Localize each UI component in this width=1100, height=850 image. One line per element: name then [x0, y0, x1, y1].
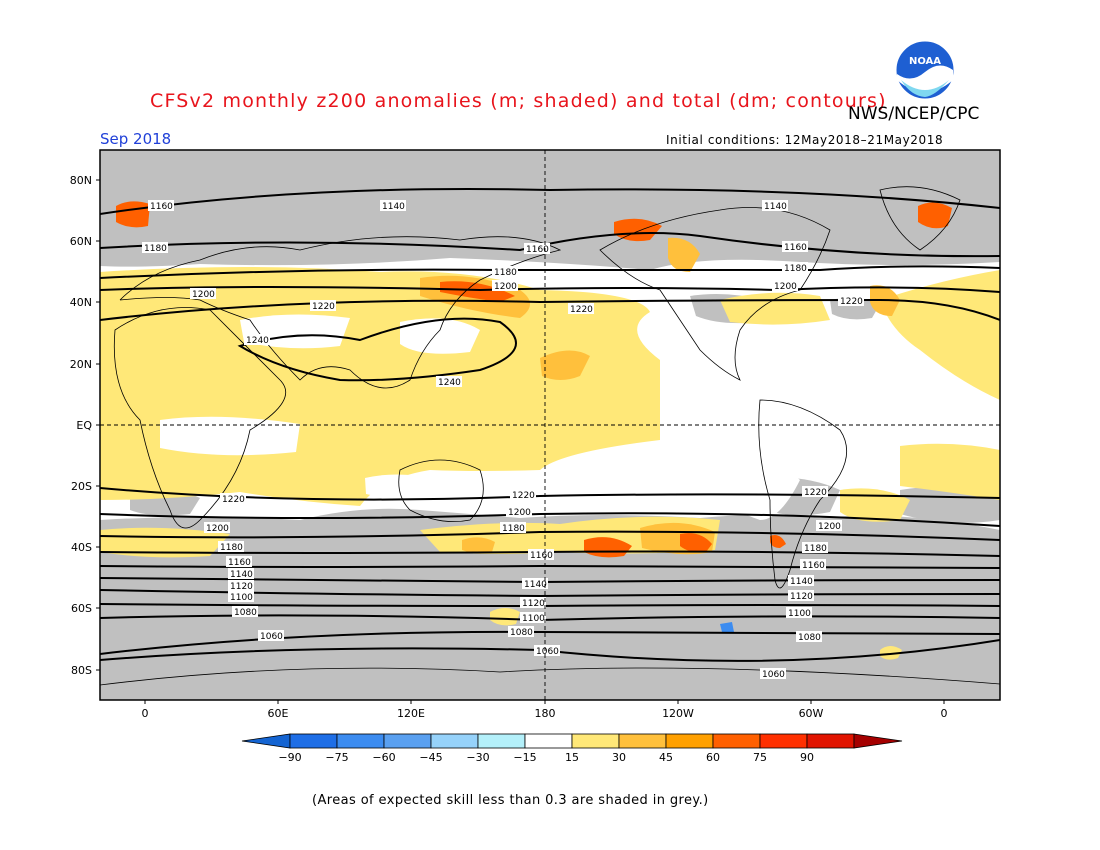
contour-label-1220d: 1220	[222, 495, 245, 505]
contour-label-1240b: 1240	[438, 378, 461, 388]
contour-label-1180b: 1180	[494, 268, 517, 278]
contour-label-1160b: 1160	[526, 245, 549, 255]
contour-label-1160: 1160	[150, 202, 173, 212]
colorbar-tick-label: 30	[612, 751, 626, 764]
contour-label-1060c: 1060	[762, 670, 785, 680]
colorbar: −90 −75 −60 −45 −30 −15 15 30 45 60 75 90	[241, 733, 903, 764]
lon-label-60e: 60E	[268, 707, 289, 720]
colorbar-tick-label: −60	[372, 751, 395, 764]
contour-label-1100b: 1100	[522, 614, 545, 624]
latitude-axis: 80N 60N 40N 20N EQ 20S 40S 60S 80S	[70, 174, 100, 677]
colorbar-tick-label: 60	[706, 751, 720, 764]
contour-label-1220c: 1220	[840, 297, 863, 307]
lon-label-0: 0	[142, 707, 149, 720]
chart-title: CFSv2 monthly z200 anomalies (m; shaded)…	[150, 90, 887, 112]
contour-label-1060b: 1060	[536, 647, 559, 657]
skill-footnote: (Areas of expected skill less than 0.3 a…	[312, 793, 709, 808]
contour-label-1220e: 1220	[512, 491, 535, 501]
longitude-axis: 0 60E 120E 180 120W 60W 0	[142, 700, 948, 720]
contour-label-1200: 1200	[494, 282, 517, 292]
initial-conditions: Initial conditions: 12May2018–21May2018	[666, 133, 944, 147]
colorbar-segment	[571, 733, 620, 749]
agency-label: NWS/NCEP/CPC	[848, 104, 980, 124]
colorbar-segment-left-end	[241, 733, 291, 749]
contour-label-1120b: 1120	[522, 599, 545, 609]
lon-label-120w: 120W	[662, 707, 694, 720]
contour-label-1180c: 1180	[784, 264, 807, 274]
colorbar-tick-label: −90	[278, 751, 301, 764]
contour-label-1180: 1180	[144, 244, 167, 254]
lon-label-60w: 60W	[799, 707, 824, 720]
lat-label-80s: 80S	[71, 664, 92, 677]
contour-label-1220f: 1220	[804, 488, 827, 498]
colorbar-segment	[618, 733, 667, 749]
contour-label-1160c: 1160	[784, 243, 807, 253]
contour-label-1120: 1120	[230, 582, 253, 592]
contour-label-1140: 1140	[382, 202, 405, 212]
lon-label-0-east: 0	[941, 707, 948, 720]
colorbar-segment	[665, 733, 714, 749]
contour-label-1100c: 1100	[788, 609, 811, 619]
colorbar-segment	[806, 733, 855, 749]
lat-label-60n: 60N	[70, 235, 92, 248]
lat-label-40n: 40N	[70, 296, 92, 309]
contour-label-1160e: 1160	[228, 558, 251, 568]
colorbar-segment	[383, 733, 432, 749]
colorbar-tick-label: 45	[659, 751, 673, 764]
colorbar-segment	[336, 733, 385, 749]
colorbar-segment	[289, 733, 338, 749]
lat-label-60s: 60S	[71, 602, 92, 615]
lat-label-eq: EQ	[76, 419, 92, 432]
contour-label-1140d: 1140	[524, 580, 547, 590]
lat-label-20s: 20S	[71, 480, 92, 493]
contour-label-1120c: 1120	[790, 592, 813, 602]
colorbar-tick-label: −75	[325, 751, 348, 764]
contour-label-1200f: 1200	[818, 522, 841, 532]
colorbar-segment	[430, 733, 479, 749]
contour-label-1140c: 1140	[230, 570, 253, 580]
contour-label-1180d: 1180	[502, 524, 525, 534]
contour-label-1180f: 1180	[804, 544, 827, 554]
colorbar-segment	[712, 733, 761, 749]
lon-label-120e: 120E	[397, 707, 425, 720]
colorbar-segment	[477, 733, 526, 749]
colorbar-tick-label: 75	[753, 751, 767, 764]
contour-label-1200b: 1200	[774, 282, 797, 292]
colorbar-tick-label: 90	[800, 751, 814, 764]
negative-anomaly-blue	[720, 622, 734, 632]
colorbar-tick-label: −15	[513, 751, 536, 764]
contour-label-1160d: 1160	[530, 551, 553, 561]
contour-label-1200c: 1200	[192, 290, 215, 300]
contour-label-1140e: 1140	[790, 577, 813, 587]
noaa-logo: NOAA	[895, 40, 955, 100]
colorbar-segment-right-end	[853, 733, 903, 749]
noaa-logo-text: NOAA	[909, 56, 941, 67]
colorbar-tick-label: −45	[419, 751, 442, 764]
contour-label-1220b: 1220	[570, 305, 593, 315]
contour-label-1080: 1080	[234, 608, 257, 618]
lat-label-40s: 40S	[71, 541, 92, 554]
contour-label-1080b: 1080	[510, 628, 533, 638]
contour-label-1080c: 1080	[798, 633, 821, 643]
contour-label-1160f: 1160	[802, 561, 825, 571]
lon-label-180: 180	[535, 707, 556, 720]
colorbar-tick-label: 15	[565, 751, 579, 764]
contour-label-1060: 1060	[260, 632, 283, 642]
colorbar-tick-label: −30	[466, 751, 489, 764]
colorbar-segment	[524, 733, 573, 749]
colorbar-segment	[759, 733, 808, 749]
contour-label-1240: 1240	[246, 336, 269, 346]
contour-labels: 1160 1140 1140 1180 1160 1160 1180 1180 …	[142, 200, 864, 680]
lat-label-80n: 80N	[70, 174, 92, 187]
contour-label-1140b: 1140	[764, 202, 787, 212]
lat-label-20n: 20N	[70, 358, 92, 371]
contour-label-1200d: 1200	[508, 508, 531, 518]
contour-label-1100: 1100	[230, 593, 253, 603]
forecast-month: Sep 2018	[100, 130, 172, 148]
contour-label-1220: 1220	[312, 302, 335, 312]
contour-label-1200e: 1200	[206, 524, 229, 534]
contour-label-1180e: 1180	[220, 543, 243, 553]
